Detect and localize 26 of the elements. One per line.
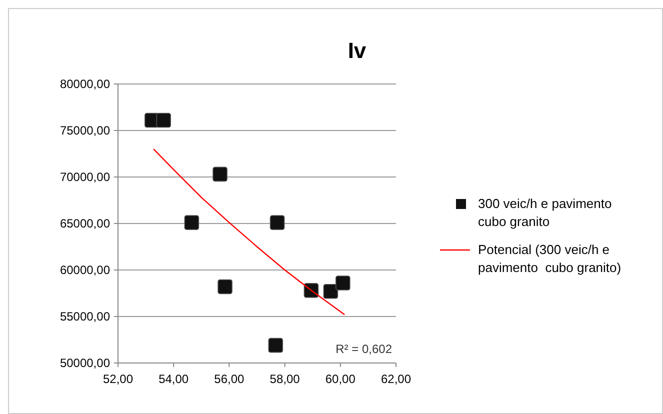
- y-tick-label: 75000,00: [60, 124, 110, 138]
- line-series: [152, 148, 346, 316]
- point: [268, 338, 284, 353]
- legend-label: 300 veic/h e pavimento cubo granito: [478, 196, 612, 229]
- legend-label: Potencial (300 veic/h e pavimento cubo granito): [478, 242, 622, 275]
- point: [212, 166, 228, 182]
- y-tick-label: 55000,00: [60, 310, 110, 324]
- y-tick-label: 80000,00: [60, 77, 110, 92]
- chart-title: Iv: [348, 38, 367, 63]
- point: [270, 215, 285, 230]
- annotation: R² = 0,602: [336, 342, 392, 356]
- x-tick-label: 60,00: [325, 372, 356, 386]
- point: [218, 279, 232, 294]
- y-tick-label: 60000,00: [60, 263, 110, 278]
- point: [323, 284, 338, 299]
- x-tick-label: 56,00: [214, 372, 245, 386]
- x-tick-label: 52,00: [102, 372, 134, 386]
- point: [156, 112, 171, 128]
- y-tick-label: 65000,00: [60, 216, 110, 231]
- y-tick-label: 70000,00: [60, 170, 110, 184]
- x-tick-label: 58,00: [270, 372, 300, 386]
- x-tick-label: 62,00: [380, 372, 412, 386]
- x-tick-label: 54,00: [158, 372, 189, 386]
- y-tick-label: 50000,00: [60, 356, 110, 370]
- point: [336, 276, 350, 290]
- point: [184, 215, 200, 230]
